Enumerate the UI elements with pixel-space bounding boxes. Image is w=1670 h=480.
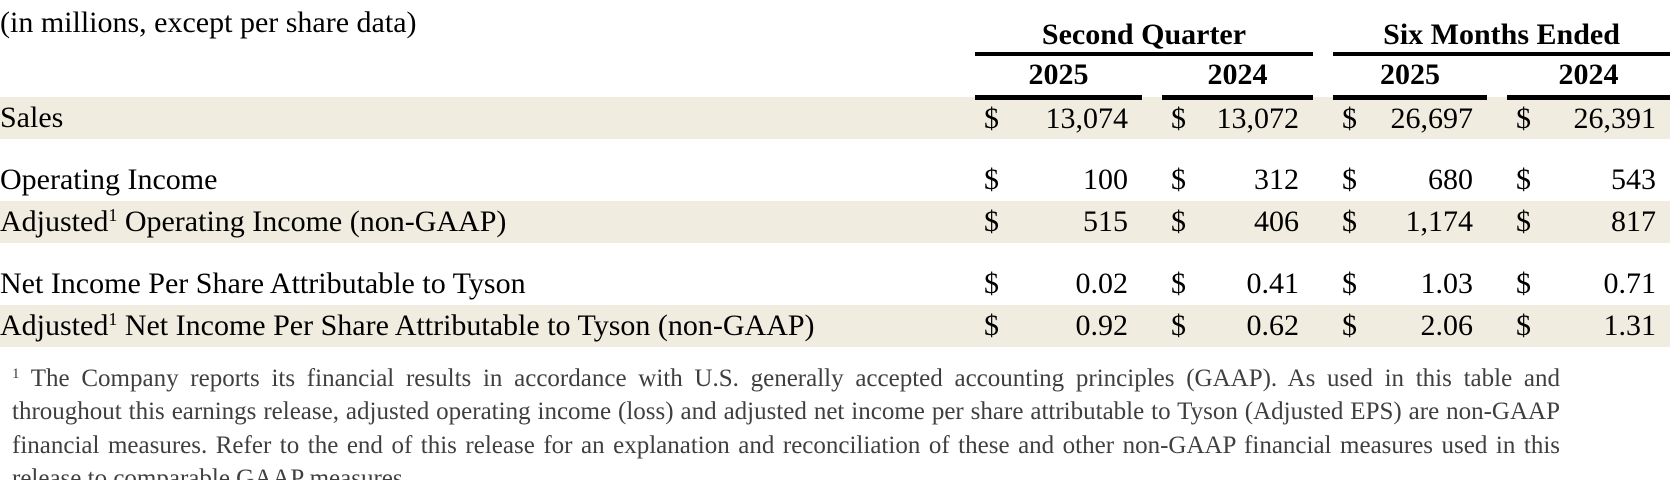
year-header-6m-2025: 2025 <box>1333 54 1487 100</box>
cell-oi-6m2024: $543 <box>1507 159 1670 201</box>
cell-oi-6m2025: $680 <box>1333 159 1487 201</box>
currency-symbol: $ <box>1171 102 1186 136</box>
row-label: Sales <box>0 97 975 139</box>
currency-symbol: $ <box>1171 205 1186 238</box>
currency-symbol: $ <box>1516 267 1531 300</box>
footnote-marker-superscript: 1 <box>12 365 20 382</box>
currency-symbol: $ <box>1171 163 1186 196</box>
cell-aoi-q2025: $515 <box>975 201 1142 243</box>
year-header-6m-2024: 2024 <box>1507 54 1670 100</box>
footnote-ref-superscript: 1 <box>108 309 118 330</box>
group-header-six-months: Six Months Ended <box>1333 6 1670 56</box>
group-gap <box>1313 6 1333 54</box>
row-label: Operating Income <box>0 159 975 201</box>
row-label: Adjusted1 Operating Income (non-GAAP) <box>0 201 975 243</box>
row-label-text: Adjusted <box>0 309 109 342</box>
cell-value: 0.71 <box>1603 267 1657 300</box>
spacer-row <box>0 243 1670 263</box>
cell-eps-6m2025: $1.03 <box>1333 263 1487 305</box>
cell-value: 100 <box>1083 163 1128 196</box>
currency-symbol: $ <box>984 205 999 238</box>
cell-value: 13,072 <box>1216 102 1300 136</box>
row-label-text: Adjusted <box>0 205 109 238</box>
cell-eps-q2025: $0.02 <box>975 263 1142 305</box>
footnote-text: The Company reports its financial result… <box>12 365 1560 480</box>
cell-oi-q2024: $312 <box>1162 159 1313 201</box>
currency-symbol: $ <box>1342 205 1357 238</box>
cell-aeps-q2025: $0.92 <box>975 305 1142 347</box>
cell-value: 1.31 <box>1603 309 1657 342</box>
currency-symbol: $ <box>1342 309 1357 342</box>
cell-value: 0.02 <box>1075 267 1129 300</box>
footnote-ref-superscript: 1 <box>108 205 118 226</box>
cell-aeps-q2024: $0.62 <box>1162 305 1313 347</box>
gaap-footnote: 1 The Company reports its financial resu… <box>12 362 1560 480</box>
currency-symbol: $ <box>1516 205 1531 238</box>
currency-symbol: $ <box>1516 163 1531 196</box>
table-row-adjusted-operating-income: Adjusted1 Operating Income (non-GAAP) $5… <box>0 201 1670 243</box>
cell-eps-6m2024: $0.71 <box>1507 263 1670 305</box>
group-header-row: (in millions, except per share data) Sec… <box>0 6 1670 56</box>
cell-value: 0.62 <box>1246 309 1300 342</box>
cell-aoi-6m2025: $1,174 <box>1333 201 1487 243</box>
cell-sales-q2025: $13,074 <box>975 97 1142 139</box>
cell-value: 0.92 <box>1075 309 1129 342</box>
currency-symbol: $ <box>1342 102 1357 136</box>
cell-value: 26,391 <box>1573 102 1657 136</box>
row-label: Net Income Per Share Attributable to Tys… <box>0 263 975 305</box>
cell-aoi-q2024: $406 <box>1162 201 1313 243</box>
row-label-text: Net Income Per Share Attributable to Tys… <box>0 267 526 300</box>
row-label-text: Sales <box>0 101 64 134</box>
cell-value: 0.41 <box>1246 267 1300 300</box>
currency-symbol: $ <box>1171 267 1186 300</box>
table-row-adjusted-eps: Adjusted1 Net Income Per Share Attributa… <box>0 305 1670 347</box>
cell-value: 1,174 <box>1405 205 1474 238</box>
currency-symbol: $ <box>984 163 999 196</box>
currency-symbol: $ <box>984 102 999 136</box>
cell-value: 312 <box>1254 163 1299 196</box>
currency-symbol: $ <box>984 309 999 342</box>
currency-symbol: $ <box>1516 102 1531 136</box>
year-header-row: 2025 2024 2025 2024 <box>0 54 1670 100</box>
cell-aoi-6m2024: $817 <box>1507 201 1670 243</box>
cell-oi-q2025: $100 <box>975 159 1142 201</box>
units-note: (in millions, except per share data) <box>0 6 417 39</box>
currency-symbol: $ <box>984 267 999 300</box>
table-row-operating-income: Operating Income $100 $312 $680 $543 <box>0 159 1670 201</box>
currency-symbol: $ <box>1171 309 1186 342</box>
cell-value: 2.06 <box>1420 309 1474 342</box>
table-row-eps: Net Income Per Share Attributable to Tys… <box>0 263 1670 305</box>
currency-symbol: $ <box>1516 309 1531 342</box>
row-label: Adjusted1 Net Income Per Share Attributa… <box>0 305 975 347</box>
cell-value: 543 <box>1611 163 1657 196</box>
row-label-text: Operating Income <box>0 163 218 196</box>
year-header-q-2024: 2024 <box>1162 54 1313 100</box>
year-header-q-2025: 2025 <box>975 54 1142 100</box>
cell-value: 26,697 <box>1390 102 1474 136</box>
row-label-text: Net Income Per Share Attributable to Tys… <box>117 309 815 342</box>
group-header-second-quarter: Second Quarter <box>975 6 1313 56</box>
cell-aeps-6m2025: $2.06 <box>1333 305 1487 347</box>
cell-sales-q2024: $13,072 <box>1162 97 1313 139</box>
table-row-sales: Sales $13,074 $13,072 $26,697 $26,391 <box>0 97 1670 139</box>
cell-value: 1.03 <box>1420 267 1474 300</box>
spacer-row <box>0 139 1670 159</box>
cell-aeps-6m2024: $1.31 <box>1507 305 1670 347</box>
currency-symbol: $ <box>1342 267 1357 300</box>
financial-summary-table: (in millions, except per share data) Sec… <box>0 6 1670 347</box>
cell-sales-6m2025: $26,697 <box>1333 97 1487 139</box>
cell-value: 680 <box>1428 163 1473 196</box>
cell-value: 817 <box>1611 205 1657 238</box>
cell-eps-q2024: $0.41 <box>1162 263 1313 305</box>
cell-value: 515 <box>1083 205 1128 238</box>
cell-value: 13,074 <box>1045 102 1129 136</box>
cell-sales-6m2024: $26,391 <box>1507 97 1670 139</box>
row-label-text: Operating Income (non-GAAP) <box>117 205 507 238</box>
currency-symbol: $ <box>1342 163 1357 196</box>
cell-value: 406 <box>1254 205 1299 238</box>
